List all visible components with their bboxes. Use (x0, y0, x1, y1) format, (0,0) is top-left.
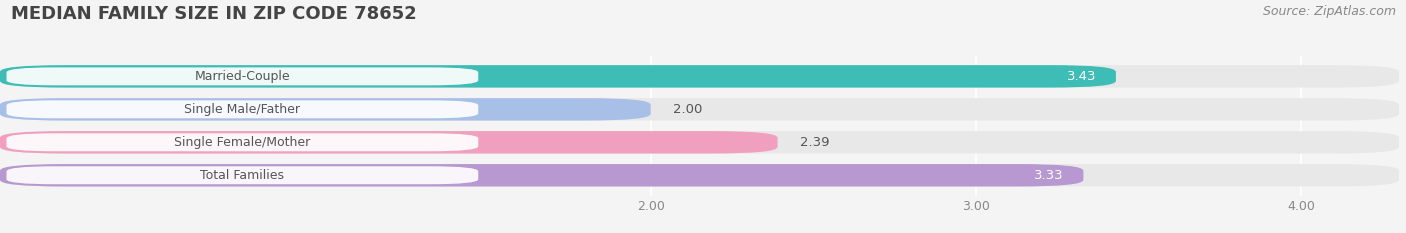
FancyBboxPatch shape (0, 65, 1399, 88)
Text: 2.00: 2.00 (673, 103, 703, 116)
Text: Source: ZipAtlas.com: Source: ZipAtlas.com (1263, 5, 1396, 18)
Text: Single Female/Mother: Single Female/Mother (174, 136, 311, 149)
FancyBboxPatch shape (7, 133, 478, 151)
Text: 3.43: 3.43 (1067, 70, 1097, 83)
FancyBboxPatch shape (0, 131, 778, 154)
FancyBboxPatch shape (7, 67, 478, 85)
FancyBboxPatch shape (0, 164, 1084, 186)
FancyBboxPatch shape (7, 100, 478, 118)
Text: Total Families: Total Families (201, 169, 284, 182)
Text: Single Male/Father: Single Male/Father (184, 103, 301, 116)
FancyBboxPatch shape (0, 164, 1399, 186)
Text: Married-Couple: Married-Couple (194, 70, 290, 83)
Text: MEDIAN FAMILY SIZE IN ZIP CODE 78652: MEDIAN FAMILY SIZE IN ZIP CODE 78652 (11, 5, 418, 23)
Text: 3.33: 3.33 (1035, 169, 1064, 182)
FancyBboxPatch shape (0, 131, 1399, 154)
FancyBboxPatch shape (0, 65, 1116, 88)
Text: 2.39: 2.39 (800, 136, 830, 149)
FancyBboxPatch shape (0, 98, 1399, 120)
FancyBboxPatch shape (7, 166, 478, 184)
FancyBboxPatch shape (0, 98, 651, 120)
